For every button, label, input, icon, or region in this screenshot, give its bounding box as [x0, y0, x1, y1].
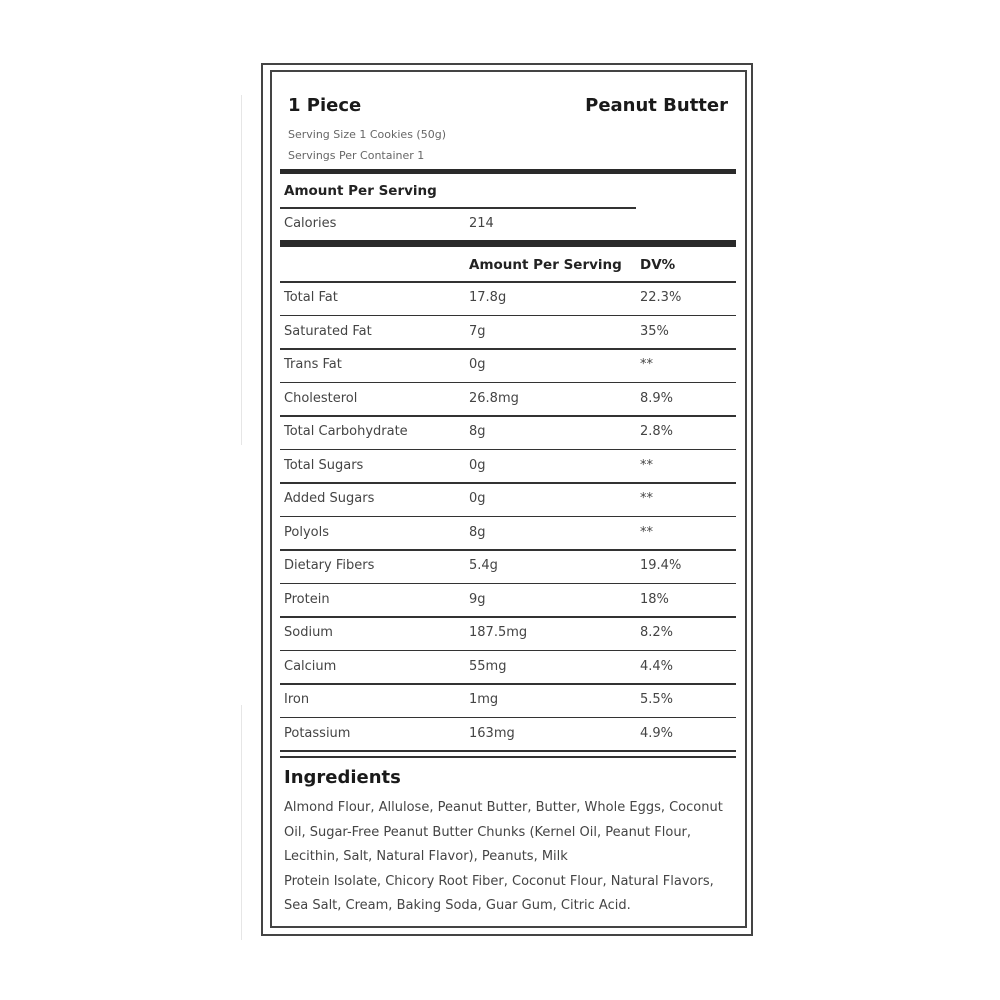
divider	[280, 207, 636, 209]
nutrient-name: Potassium	[284, 725, 351, 741]
ingredients-line: Oil, Sugar-Free Peanut Butter Chunks (Ke…	[284, 824, 692, 840]
nutrient-name: Total Sugars	[284, 457, 364, 473]
nutrient-name: Saturated Fat	[284, 323, 372, 339]
divider	[280, 616, 736, 618]
nutrient-dv: 22.3%	[640, 290, 682, 305]
nutrient-dv: 4.4%	[640, 658, 674, 674]
label-outer-border	[261, 63, 753, 936]
nutrient-dv: 5.5%	[640, 692, 674, 707]
divider	[280, 381, 736, 383]
nutrient-dv: **	[640, 491, 653, 506]
nutrient-amount: 187.5mg	[469, 625, 528, 640]
ingredients-line: Protein Isolate, Chicory Root Fiber, Coc…	[284, 873, 714, 889]
nutrient-amount: 55mg	[469, 658, 507, 674]
nutrient-dv: 2.8%	[640, 424, 674, 439]
column-header-dv: DV%	[640, 257, 676, 273]
ingredients-line: Lecithin, Salt, Natural Flavor), Peanuts…	[284, 849, 568, 864]
divider	[280, 549, 736, 551]
nutrient-dv: **	[640, 357, 653, 372]
divider	[280, 482, 736, 484]
nutrient-amount: 7g	[469, 323, 486, 339]
ingredients-line: Sea Salt, Cream, Baking Soda, Guar Gum, …	[284, 898, 631, 913]
servings-per-container: Servings Per Container 1	[288, 149, 425, 162]
nutrient-amount: 8g	[469, 424, 486, 439]
nutrient-name: Total Carbohydrate	[284, 424, 408, 439]
calories-label: Calories	[284, 216, 337, 231]
nutrient-dv: 8.9%	[640, 390, 674, 406]
nutrient-dv: **	[640, 457, 653, 473]
nutrient-dv: 35%	[640, 323, 669, 339]
nutrient-name: Added Sugars	[284, 491, 375, 506]
piece-title: 1 Piece	[288, 95, 362, 116]
thick-divider	[280, 169, 736, 174]
nutrient-name: Dietary Fibers	[284, 558, 375, 573]
nutrient-dv: **	[640, 524, 653, 540]
nutrient-amount: 1mg	[469, 692, 499, 707]
nutrient-name: Cholesterol	[284, 390, 358, 406]
divider	[280, 716, 736, 718]
ingredients-line: Almond Flour, Allulose, Peanut Butter, B…	[284, 800, 723, 815]
nutrient-amount: 8g	[469, 524, 486, 540]
divider	[280, 649, 736, 651]
divider	[280, 750, 736, 752]
divider	[280, 756, 736, 758]
nutrient-amount: 26.8mg	[469, 390, 519, 406]
flavor-title: Peanut Butter	[585, 95, 728, 116]
background-divider	[241, 95, 242, 445]
ingredients-text: Almond Flour, Allulose, Peanut Butter, B…	[284, 796, 734, 919]
nutrient-name: Total Fat	[284, 290, 338, 305]
nutrient-amount: 0g	[469, 457, 486, 473]
thick-divider	[280, 240, 736, 247]
divider	[280, 582, 736, 584]
nutrient-dv: 18%	[640, 591, 669, 607]
column-header-amount: Amount Per Serving	[469, 257, 622, 273]
divider	[280, 314, 736, 316]
nutrient-name: Polyols	[284, 524, 329, 540]
divider	[280, 348, 736, 350]
nutrient-amount: 5.4g	[469, 558, 498, 573]
nutrient-amount: 17.8g	[469, 290, 507, 305]
divider	[280, 415, 736, 417]
divider	[280, 448, 736, 450]
divider	[280, 515, 736, 517]
serving-size: Serving Size 1 Cookies (50g)	[288, 128, 446, 141]
nutrient-name: Protein	[284, 591, 330, 607]
nutrient-dv: 4.9%	[640, 725, 674, 741]
nutrient-amount: 163mg	[469, 725, 515, 741]
nutrient-dv: 19.4%	[640, 558, 682, 573]
nutrient-name: Trans Fat	[284, 357, 342, 372]
nutrient-name: Iron	[284, 692, 310, 707]
divider	[280, 281, 736, 283]
nutrient-amount: 9g	[469, 591, 486, 607]
divider	[280, 683, 736, 685]
nutrient-dv: 8.2%	[640, 625, 674, 640]
ingredients-title: Ingredients	[284, 767, 401, 788]
label-inner-border	[270, 70, 747, 928]
amount-per-serving-heading: Amount Per Serving	[284, 183, 437, 199]
nutrient-name: Sodium	[284, 625, 333, 640]
nutrient-amount: 0g	[469, 491, 486, 506]
background-divider	[241, 705, 242, 940]
nutrient-amount: 0g	[469, 357, 486, 372]
calories-value: 214	[469, 216, 494, 231]
nutrient-name: Calcium	[284, 658, 337, 674]
